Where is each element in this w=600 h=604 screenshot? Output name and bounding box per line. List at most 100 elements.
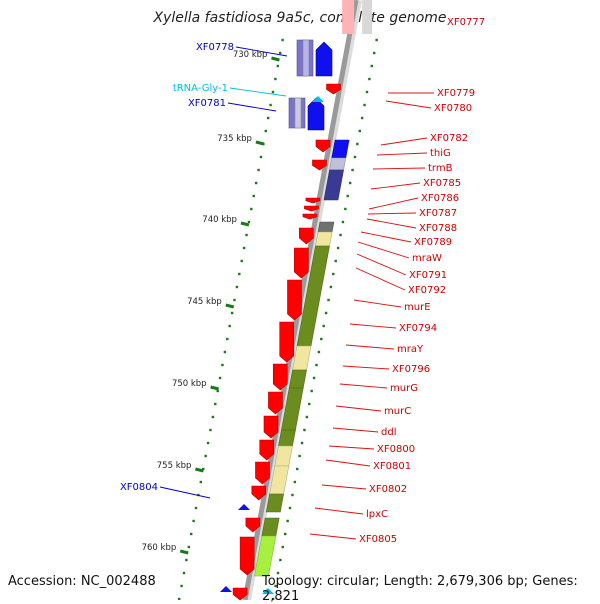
ruler-dot (194, 506, 198, 510)
ruler-dot-right (310, 389, 313, 393)
gene-label-right: murE (404, 302, 431, 313)
forward-gene-arrow (239, 536, 255, 576)
kbp-tick-mark (255, 140, 265, 146)
ruler-dot-right (363, 103, 366, 107)
ruler-dot (228, 324, 231, 328)
gene-band (331, 139, 350, 159)
gene-band (315, 231, 333, 247)
ruler-dot (257, 168, 260, 172)
trna-marker (262, 588, 274, 594)
reverse-gene-arrow (238, 504, 250, 510)
kbp-tick-label: 750 kbp (172, 379, 207, 389)
ruler-dot-right (346, 194, 349, 198)
ruler-dot (209, 428, 212, 432)
ruler-dot-right (308, 402, 311, 406)
forward-gene-arrow (302, 213, 318, 220)
gene-label-right: XF0805 (359, 534, 397, 545)
ruler-dot-right (296, 467, 299, 471)
ruler-dot-right (286, 519, 289, 523)
forward-gene-arrow (294, 247, 309, 279)
kbp-tick-label: 745 kbp (187, 297, 222, 307)
gene-band (317, 221, 335, 233)
kbp-tick-mark (179, 549, 189, 555)
ruler-dot-right (315, 363, 318, 367)
label-leader (229, 87, 287, 97)
gene-band (323, 169, 344, 201)
gene-label-right: mraW (412, 253, 442, 264)
feature-block (362, 0, 373, 34)
kbp-tick-label: 730 kbp (233, 50, 268, 60)
gene-label-right: XF0800 (377, 444, 415, 455)
label-leader (314, 507, 364, 515)
ruler-dot (180, 584, 183, 588)
ruler-dot-right (372, 51, 376, 55)
reverse-gene-block (294, 97, 302, 129)
kbp-tick-mark (240, 221, 250, 227)
label-leader (367, 212, 417, 215)
gene-label-right: XF0789 (414, 237, 452, 248)
forward-gene-arrow (245, 517, 261, 533)
ruler-dot (242, 246, 246, 250)
ruler-dot (226, 337, 229, 341)
label-leader (328, 445, 375, 450)
label-leader (366, 218, 417, 229)
ruler-dot-right (276, 571, 280, 575)
forward-gene-arrow (232, 587, 248, 600)
gene-label-right: XF0791 (409, 270, 447, 281)
forward-gene-arrow (259, 439, 275, 461)
forward-gene-arrow (304, 205, 319, 212)
forward-gene-arrow (342, 0, 355, 34)
ruler-dot (240, 259, 243, 263)
ruler-dot-right (300, 441, 304, 445)
ruler-dot (269, 103, 272, 107)
ruler-dot (264, 129, 267, 133)
ruler-dot (252, 194, 255, 198)
forward-gene-arrow (315, 139, 331, 153)
gene-label-right: murG (390, 383, 418, 394)
kbp-ruler: 730 kbp 735 kbp 740 kbp 745 kbp 750 kbp 755 k… (142, 38, 378, 600)
ruler-dot (230, 311, 234, 315)
ruler-dot (211, 415, 215, 419)
label-leader (325, 459, 371, 467)
ruler-dot-right (322, 324, 325, 328)
ruler-dot (185, 558, 188, 562)
ruler-dot (177, 597, 181, 600)
ruler-dot-right (329, 285, 333, 289)
gene-labels: XF0778 tRNA-Gly-1 XF0781 XF0804 XF0777 XF0779… (120, 17, 485, 545)
ruler-dot-right (375, 38, 378, 42)
label-leader (372, 167, 426, 170)
gene-label-left: tRNA-Gly-1 (173, 83, 228, 94)
ruler-dot (254, 181, 258, 185)
gene-band (329, 157, 347, 171)
ruler-dot-right (358, 129, 361, 133)
label-leader (376, 152, 428, 156)
gene-label-right: XF0786 (421, 193, 459, 204)
gene-label-right: XF0782 (430, 133, 468, 144)
forward-gene-arrow (312, 159, 327, 171)
map-title: Xylella fastidiosa 9a5c, complete genome (153, 10, 447, 26)
gene-label-right: XF0785 (423, 178, 461, 189)
gene-band (254, 535, 277, 577)
label-leader (332, 427, 379, 433)
kbp-tick-label: 755 kbp (157, 461, 192, 471)
ruler-dot (250, 207, 253, 211)
forward-gene-arrow (326, 83, 341, 95)
ruler-dot (199, 480, 203, 484)
ruler-dot (182, 571, 186, 575)
ruler-dot (281, 38, 284, 42)
gene-label-right: trmB (428, 163, 453, 174)
label-leader (309, 533, 357, 540)
ruler-dot-right (317, 350, 321, 354)
gene-features (220, 0, 373, 600)
ruler-dot (216, 389, 219, 393)
ruler-dot-right (288, 506, 292, 510)
ruler-dot-right (303, 428, 306, 432)
ruler-dot (202, 467, 205, 471)
ruler-dot-right (281, 545, 285, 549)
ruler-dot-right (291, 493, 294, 497)
label-leader (342, 365, 390, 370)
ruler-dot (187, 545, 191, 549)
forward-gene-arrow (255, 461, 270, 485)
label-leader (321, 484, 367, 490)
accession-text: Accession: NC_002488 (8, 574, 156, 589)
